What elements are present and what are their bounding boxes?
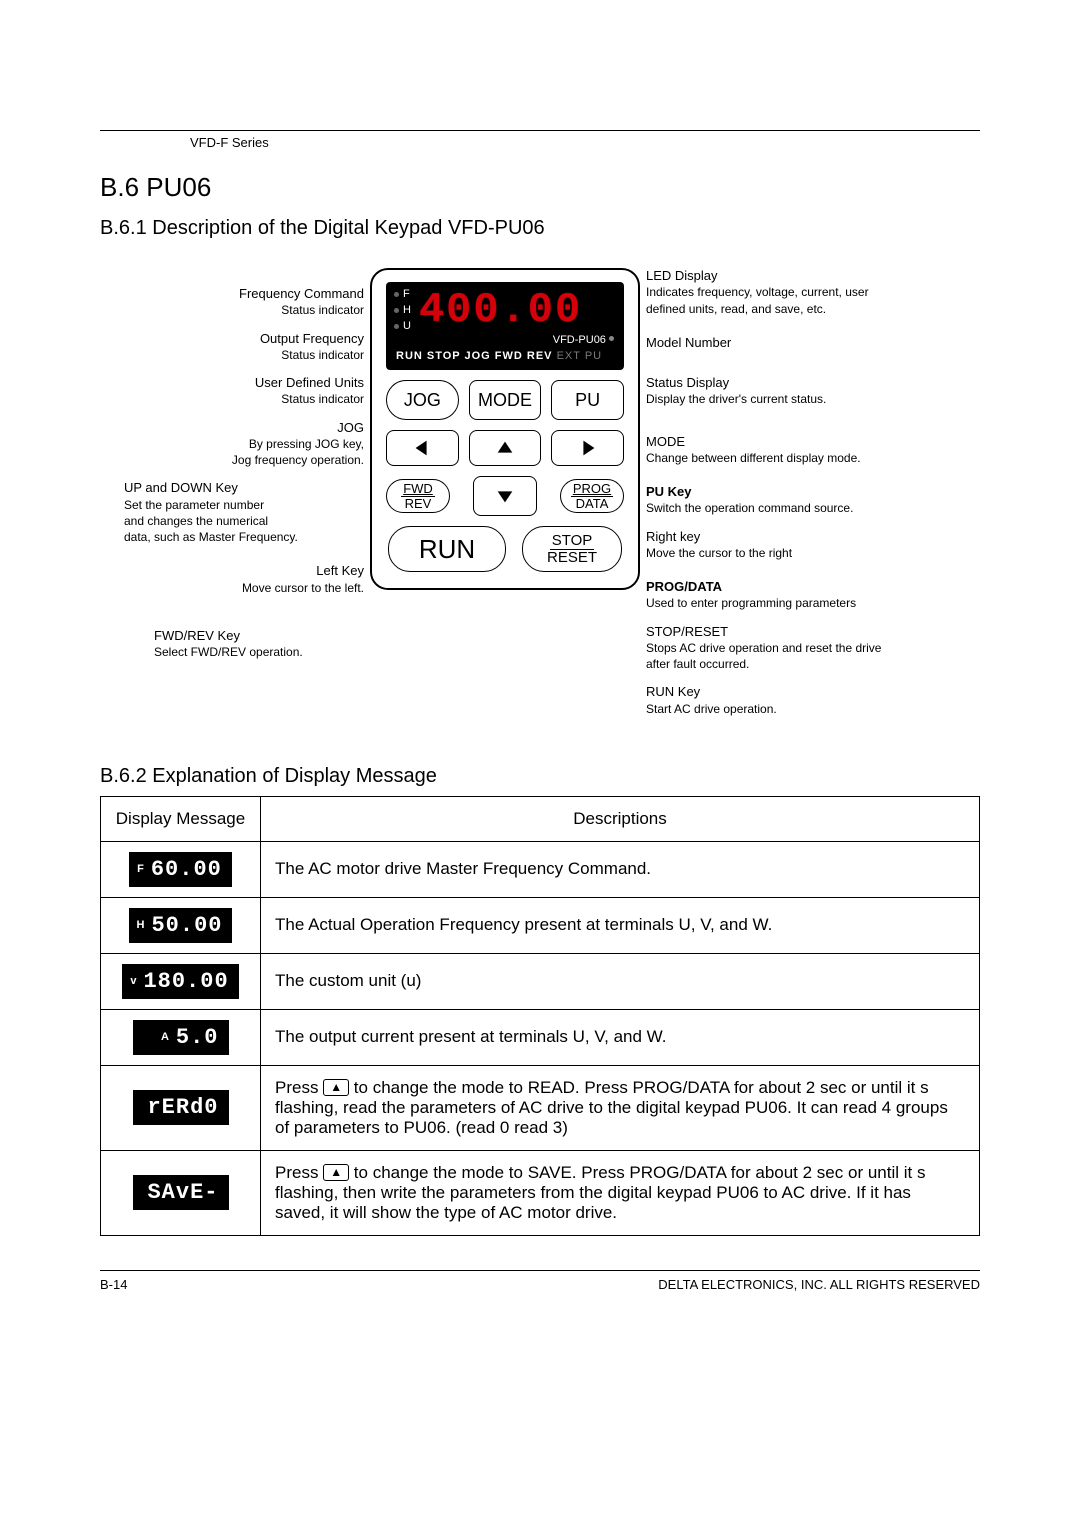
table-row: H50.00 The Actual Operation Frequency pre… — [101, 897, 980, 953]
table-row: F60.00 The AC motor drive Master Frequenc… — [101, 841, 980, 897]
lcd: F H U 400.00 VFD-PU06 RUN STOP JOG FWD R… — [386, 282, 624, 370]
display-message-icon: SAvE- — [133, 1175, 229, 1210]
pu-button[interactable]: PU — [551, 380, 624, 420]
description-cell: The AC motor drive Master Frequency Comm… — [261, 841, 980, 897]
page-number: B-14 — [100, 1277, 127, 1292]
table-row: A5.0 The output current present at termin… — [101, 1009, 980, 1065]
description-cell: The custom unit (u) — [261, 953, 980, 1009]
description-cell: Press ▲ to change the mode to READ. Pres… — [261, 1065, 980, 1150]
description-cell: Press ▲ to change the mode to SAVE. Pres… — [261, 1150, 980, 1235]
up-arrow-button[interactable] — [469, 430, 542, 466]
prog-data-button[interactable]: PROG DATA — [560, 479, 624, 513]
table-row: rERd0 Press ▲ to change the mode to READ.… — [101, 1065, 980, 1150]
table-row: v180.00 The custom unit (u) — [101, 953, 980, 1009]
callout-left-key: Left Key Move cursor to the left. — [134, 563, 364, 596]
up-triangle-icon: ▲ — [323, 1079, 349, 1096]
subsection-1-heading: B.6.1 Description of the Digital Keypad … — [100, 217, 980, 240]
callout-run-key: RUN Key Start AC drive operation. — [646, 684, 946, 717]
callout-fwdrev: FWD/REV Key Select FWD/REV operation. — [154, 628, 364, 661]
jog-button[interactable]: JOG — [386, 380, 459, 420]
callout-prog-data: PROG/DATA Used to enter programming para… — [646, 579, 946, 612]
callout-status-display: Status Display Display the driver's curr… — [646, 375, 946, 408]
mode-button[interactable]: MODE — [469, 380, 542, 420]
indicator-u: U — [394, 320, 411, 332]
callout-right-key: Right key Move the cursor to the right — [646, 529, 946, 562]
footer-copyright: DELTA ELECTRONICS, INC. ALL RIGHTS RESER… — [658, 1277, 980, 1292]
seven-seg-display: 400.00 — [419, 289, 582, 331]
description-cell: The Actual Operation Frequency present a… — [261, 897, 980, 953]
fwd-rev-button[interactable]: FWD REV — [386, 479, 450, 513]
display-message-icon: rERd0 — [133, 1090, 229, 1125]
status-display: RUN STOP JOG FWD REV EXT PU — [396, 350, 614, 362]
callout-user-defined: User Defined Units Status indicator — [154, 375, 364, 408]
display-message-icon: A5.0 — [133, 1020, 229, 1055]
callout-led-display: LED Display Indicates frequency, voltage… — [646, 268, 946, 317]
table-row: SAvE- Press ▲ to change the mode to SAVE.… — [101, 1150, 980, 1235]
run-button[interactable]: RUN — [388, 526, 506, 572]
down-arrow-button[interactable] — [473, 476, 537, 516]
display-message-icon: F60.00 — [129, 852, 232, 887]
callout-updown: UP and DOWN Key Set the parameter number… — [124, 480, 364, 545]
callout-mode: MODE Change between different display mo… — [646, 434, 946, 467]
model-number: VFD-PU06 — [396, 334, 614, 346]
section-heading: B.6 PU06 — [100, 172, 980, 203]
display-message-icon: H50.00 — [129, 908, 233, 943]
left-arrow-button[interactable] — [386, 430, 459, 466]
indicator-h: H — [394, 304, 411, 316]
callout-stop-reset: STOP/RESET Stops AC drive operation and … — [646, 624, 946, 673]
right-callouts: LED Display Indicates frequency, voltage… — [646, 268, 946, 729]
right-arrow-button[interactable] — [551, 430, 624, 466]
description-cell: The output current present at terminals … — [261, 1009, 980, 1065]
indicator-f: F — [394, 288, 411, 300]
series-label: VFD-F Series — [190, 135, 980, 150]
col-descriptions: Descriptions — [261, 796, 980, 841]
display-message-table: Display Message Descriptions F60.00 The A… — [100, 796, 980, 1236]
left-callouts: Frequency Command Status indicator Outpu… — [134, 268, 364, 672]
stop-reset-button[interactable]: STOP RESET — [522, 526, 622, 572]
keypad: F H U 400.00 VFD-PU06 RUN STOP JOG FWD R… — [370, 268, 640, 590]
callout-freq-cmd: Frequency Command Status indicator — [134, 286, 364, 319]
subsection-2-heading: B.6.2 Explanation of Display Message — [100, 765, 980, 788]
callout-pu-key: PU Key Switch the operation command sour… — [646, 484, 946, 517]
col-display-message: Display Message — [101, 796, 261, 841]
keypad-diagram: Frequency Command Status indicator Outpu… — [100, 268, 980, 729]
callout-jog: JOG By pressing JOG key, Jog frequency o… — [134, 420, 364, 469]
up-triangle-icon: ▲ — [323, 1164, 349, 1181]
display-message-icon: v180.00 — [122, 964, 238, 999]
callout-output-freq: Output Frequency Status indicator — [164, 331, 364, 364]
callout-model-number: Model Number — [646, 335, 946, 351]
